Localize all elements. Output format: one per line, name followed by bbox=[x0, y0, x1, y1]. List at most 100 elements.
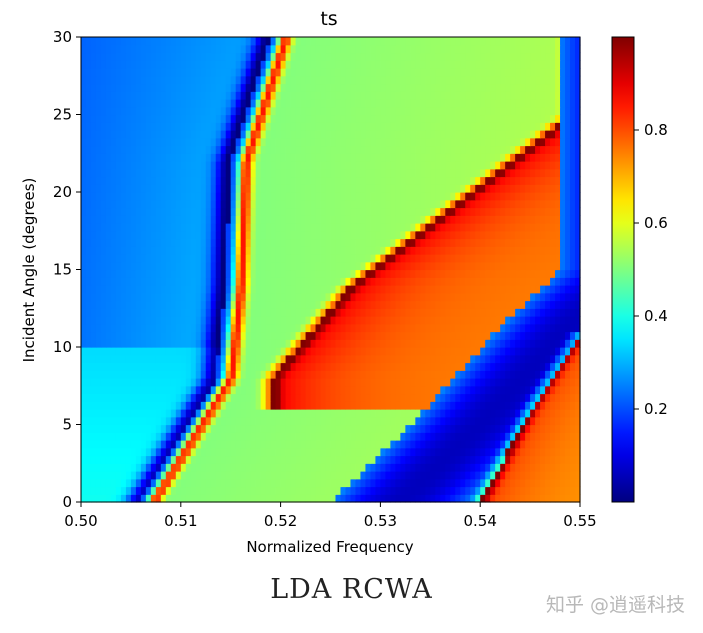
heat-cell bbox=[460, 362, 466, 371]
heat-cell bbox=[355, 153, 362, 162]
heat-cell bbox=[475, 269, 481, 278]
heat-cell bbox=[490, 238, 496, 247]
heat-cell bbox=[565, 393, 571, 402]
heat-cell bbox=[185, 285, 192, 294]
heat-cell bbox=[320, 277, 327, 286]
heat-cell bbox=[245, 393, 252, 402]
heat-cell bbox=[330, 323, 337, 333]
heat-cell bbox=[215, 254, 222, 263]
heat-cell bbox=[560, 378, 566, 387]
heat-cell bbox=[385, 215, 391, 224]
heat-cell bbox=[575, 207, 581, 216]
heat-cell bbox=[360, 130, 367, 139]
heat-cell bbox=[390, 463, 396, 472]
heat-cell bbox=[510, 486, 516, 495]
heat-cell bbox=[575, 347, 581, 356]
heat-cell bbox=[220, 401, 227, 410]
heat-cell bbox=[280, 153, 287, 162]
heat-cell bbox=[245, 223, 252, 232]
heat-cell bbox=[165, 137, 172, 147]
heat-cell bbox=[420, 161, 426, 170]
heat-cell bbox=[495, 176, 501, 185]
heat-cell bbox=[485, 447, 491, 457]
heat-cell bbox=[470, 308, 476, 317]
heat-cell bbox=[85, 238, 92, 247]
heat-cell bbox=[130, 285, 137, 294]
heat-cell bbox=[81, 494, 87, 503]
heat-cell bbox=[250, 424, 257, 433]
heat-cell bbox=[475, 440, 481, 449]
heat-cell bbox=[120, 323, 127, 333]
heat-cell bbox=[385, 455, 391, 464]
heat-cell bbox=[405, 285, 411, 294]
heat-cell bbox=[265, 137, 272, 147]
heat-cell bbox=[295, 261, 302, 271]
heat-cell bbox=[455, 347, 461, 356]
heat-cell bbox=[220, 416, 227, 426]
heat-cell bbox=[455, 215, 461, 224]
heat-cell bbox=[535, 122, 541, 131]
heat-cell bbox=[550, 184, 556, 193]
heat-cell bbox=[230, 424, 237, 433]
heat-cell bbox=[155, 161, 162, 170]
heat-cell bbox=[115, 223, 122, 232]
heat-cell bbox=[270, 455, 277, 464]
heat-cell bbox=[265, 440, 272, 449]
heat-cell bbox=[490, 455, 496, 464]
heat-cell bbox=[480, 300, 486, 309]
heat-cell bbox=[410, 285, 416, 294]
heat-cell bbox=[85, 393, 92, 402]
heat-cell bbox=[505, 463, 511, 472]
heat-cell bbox=[545, 122, 551, 131]
heat-cell bbox=[565, 254, 571, 263]
heat-cell bbox=[575, 378, 581, 387]
heat-cell bbox=[370, 161, 377, 170]
heat-cell bbox=[555, 230, 561, 240]
heat-cell bbox=[505, 223, 511, 232]
heat-cell bbox=[335, 494, 342, 503]
heat-cell bbox=[145, 323, 152, 333]
heat-cell bbox=[185, 161, 192, 170]
heat-cell bbox=[375, 347, 381, 356]
heat-cell bbox=[160, 292, 167, 302]
heat-cell bbox=[370, 455, 377, 464]
heat-cell bbox=[90, 292, 97, 302]
heat-cell bbox=[480, 447, 486, 457]
heat-cell bbox=[515, 378, 521, 387]
heat-cell bbox=[305, 130, 312, 139]
heat-cell bbox=[185, 471, 192, 480]
heat-cell bbox=[195, 354, 202, 364]
heat-cell bbox=[90, 176, 97, 185]
heat-cell bbox=[105, 207, 112, 216]
heat-cell bbox=[445, 300, 451, 309]
heat-cell bbox=[205, 137, 212, 147]
heat-cell bbox=[425, 261, 431, 271]
heat-cell bbox=[460, 114, 466, 123]
heat-cell bbox=[400, 409, 406, 418]
heat-cell bbox=[205, 440, 212, 449]
heat-cell bbox=[430, 137, 436, 147]
heat-cell bbox=[295, 471, 302, 480]
heat-cell bbox=[540, 455, 546, 464]
heat-cell bbox=[570, 192, 576, 201]
heat-cell bbox=[240, 277, 247, 286]
heat-cell bbox=[530, 432, 536, 441]
heat-cell bbox=[315, 285, 322, 294]
heat-cell bbox=[140, 447, 147, 457]
heat-cell bbox=[335, 432, 342, 441]
heat-cell bbox=[535, 223, 541, 232]
heat-cell bbox=[460, 478, 466, 488]
heat-cell bbox=[545, 161, 551, 170]
heat-cell bbox=[505, 254, 511, 263]
heat-cell bbox=[150, 207, 157, 216]
heat-cell bbox=[190, 339, 197, 348]
heat-cell bbox=[320, 207, 327, 216]
heat-cell bbox=[475, 238, 481, 247]
heat-cell bbox=[310, 246, 317, 255]
heat-cell bbox=[570, 207, 576, 216]
heat-cell bbox=[265, 254, 272, 263]
heat-cell bbox=[290, 199, 297, 209]
heat-cell bbox=[315, 378, 322, 387]
heat-cell bbox=[335, 354, 342, 364]
heat-cell bbox=[375, 354, 381, 364]
